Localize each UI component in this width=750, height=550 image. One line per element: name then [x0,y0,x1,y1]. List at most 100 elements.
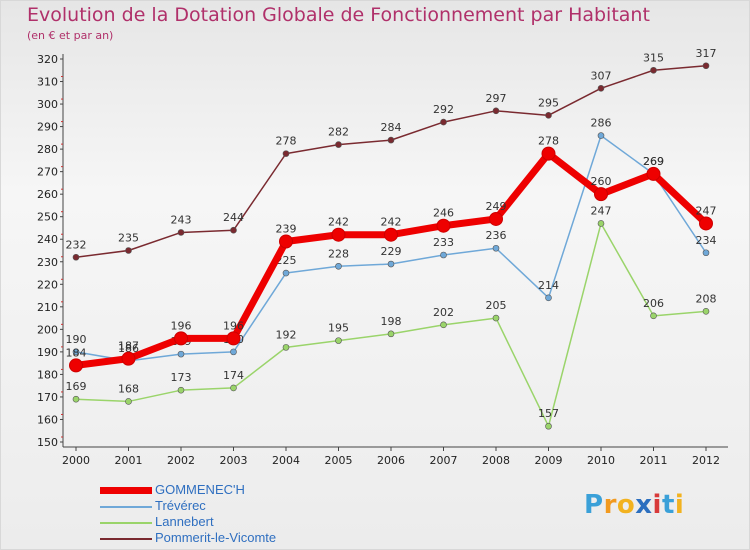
data-label-lannebert: 195 [328,322,349,335]
data-point-gommenec-h [594,187,608,202]
data-label-lannebert: 247 [591,204,612,217]
y-tick-label: 220 [37,278,58,291]
x-tick-label: 2000 [62,454,90,467]
data-point-tr-v-rec [440,251,447,259]
chart-legend: GOMMENEC'H Trévérec Lannebert Pommerit-le-V… [100,482,360,547]
data-point-tr-v-rec [177,350,185,358]
data-label-gommenec-h: 187 [118,340,139,353]
data-label-pommerit-le-vicomte: 278 [276,135,297,148]
data-point-pommerit-le-vicomte [177,229,185,236]
x-tick-label: 2004 [272,454,300,467]
y-tick-label: 260 [37,188,58,201]
data-label-lannebert: 206 [643,297,664,310]
data-point-tr-v-rec [282,269,290,277]
data-label-lannebert: 169 [66,380,87,393]
y-tick-label: 210 [37,301,58,314]
data-point-lannebert [440,321,447,329]
data-label-gommenec-h: 246 [433,207,454,220]
data-point-lannebert [492,314,500,322]
data-point-tr-v-rec [597,132,605,139]
legend-label: Trévérec [155,498,206,513]
y-tick-label: 250 [37,211,58,224]
chart-subtitle: (en € et par an) [27,29,114,42]
data-point-gommenec-h [384,227,398,242]
data-label-tr-v-rec: 234 [696,234,717,247]
legend-swatch [100,538,152,540]
x-tick-label: 2002 [167,454,195,467]
x-tick-label: 2007 [430,454,458,467]
y-tick-label: 150 [37,436,58,449]
data-point-gommenec-h [541,146,556,161]
data-label-tr-v-rec: 186 [118,342,139,355]
data-point-tr-v-rec [230,348,237,356]
data-label-tr-v-rec: 228 [328,247,349,260]
data-label-lannebert: 205 [486,299,507,312]
data-label-lannebert: 173 [171,371,192,384]
data-point-tr-v-rec [702,249,710,257]
data-point-lannebert [597,220,605,227]
y-tick-label: 320 [37,53,58,66]
x-tick-label: 2008 [482,454,510,467]
data-point-tr-v-rec [492,244,500,252]
legend-label: Lannebert [155,514,214,529]
y-tick-label: 230 [37,256,58,269]
legend-label: GOMMENEC'H [155,482,245,497]
data-point-gommenec-h [436,218,451,233]
data-label-pommerit-le-vicomte: 235 [118,232,139,245]
data-point-gommenec-h [279,234,293,249]
data-point-pommerit-le-vicomte [230,226,237,234]
data-label-tr-v-rec: 229 [381,245,402,258]
data-point-pommerit-le-vicomte [387,136,395,144]
data-label-lannebert: 192 [276,328,297,341]
data-point-gommenec-h [226,331,241,346]
data-label-lannebert: 208 [696,292,717,305]
data-label-gommenec-h: 260 [591,175,612,188]
data-point-pommerit-le-vicomte [440,118,447,126]
data-label-pommerit-le-vicomte: 315 [643,51,664,64]
legend-swatch [100,487,152,494]
y-tick-label: 270 [37,166,58,179]
y-tick-label: 190 [37,346,58,359]
data-label-gommenec-h: 242 [328,216,349,229]
data-point-pommerit-le-vicomte [125,247,132,254]
data-label-pommerit-le-vicomte: 243 [171,213,192,226]
data-label-lannebert: 157 [538,407,559,420]
data-label-gommenec-h: 242 [381,216,402,229]
x-tick-label: 2005 [325,454,353,467]
data-point-gommenec-h [699,216,713,231]
data-label-gommenec-h: 239 [276,222,297,235]
data-point-gommenec-h [646,166,661,181]
data-point-gommenec-h [69,358,83,373]
data-point-tr-v-rec [72,348,80,356]
data-label-tr-v-rec: 236 [486,229,507,242]
data-label-tr-v-rec: 269 [643,155,664,168]
x-tick-label: 2003 [220,454,248,467]
data-point-pommerit-le-vicomte [545,112,552,119]
data-label-tr-v-rec: 190 [66,333,87,346]
data-point-lannebert [335,337,342,344]
data-label-gommenec-h: 184 [66,346,87,359]
data-label-gommenec-h: 247 [696,204,717,217]
data-label-pommerit-le-vicomte: 297 [486,92,507,105]
data-label-pommerit-le-vicomte: 307 [591,69,612,82]
data-label-lannebert: 202 [433,306,454,319]
data-point-gommenec-h [174,331,188,346]
legend-item-tr-v-rec: Trévérec [100,498,360,515]
data-point-lannebert [282,344,290,351]
data-point-lannebert [230,384,237,392]
data-label-lannebert: 198 [381,315,402,328]
data-label-gommenec-h: 278 [538,135,559,148]
data-point-gommenec-h [331,227,346,242]
y-tick-label: 290 [37,121,58,134]
data-point-lannebert [650,312,657,320]
data-point-tr-v-rec [545,294,552,302]
y-tick-label: 200 [37,323,58,336]
data-label-tr-v-rec: 286 [591,117,612,130]
data-point-pommerit-le-vicomte [282,150,290,157]
data-point-pommerit-le-vicomte [72,253,80,261]
data-point-pommerit-le-vicomte [335,141,342,148]
legend-swatch [100,522,152,524]
data-point-pommerit-le-vicomte [650,66,657,74]
x-tick-label: 2011 [640,454,668,467]
data-point-lannebert [702,308,710,315]
